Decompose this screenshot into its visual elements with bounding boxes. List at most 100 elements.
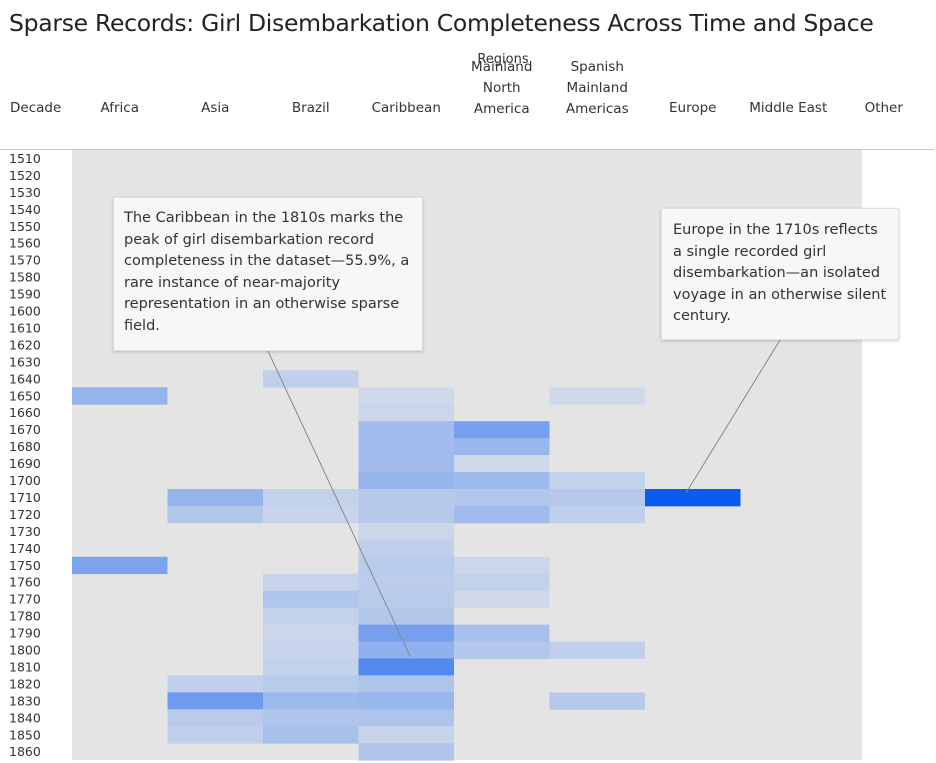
decade-label-1560: 1560 — [9, 236, 41, 251]
heatmap-cell-1800-col2 — [263, 641, 359, 659]
heatmap-cell-1790-col3 — [358, 624, 454, 642]
region-header-3: Caribbean — [359, 98, 455, 119]
heatmap-cell-1710-col4 — [454, 489, 550, 507]
heatmap-cell-1710-col6 — [645, 489, 741, 507]
region-header-2: Brazil — [263, 98, 359, 119]
decade-label-1680: 1680 — [9, 439, 41, 454]
region-header-7: Middle East — [741, 98, 837, 119]
heatmap-cell-1690-col4 — [454, 455, 550, 473]
decade-label-1720: 1720 — [9, 507, 41, 522]
decade-label-1700: 1700 — [9, 473, 41, 488]
heatmap-cell-1740-col3 — [358, 539, 454, 558]
heatmap-cell-1700-col5 — [549, 472, 645, 490]
heatmap-cell-1650-col0 — [72, 387, 168, 405]
decade-label-1540: 1540 — [9, 202, 41, 217]
heatmap-cell-1720-col2 — [263, 505, 359, 524]
heatmap-cell-1760-col2 — [263, 573, 359, 592]
heatmap-cell-1680-col4 — [454, 438, 550, 456]
region-header-line: Other — [864, 100, 903, 116]
region-header-line: Mainland — [566, 80, 628, 96]
region-header-0: Africa — [72, 98, 168, 119]
region-header-6: Europe — [645, 98, 741, 119]
decade-label-1790: 1790 — [9, 626, 41, 641]
heatmap-cell-1860-col3 — [358, 743, 454, 761]
heatmap-cell-1750-col4 — [454, 556, 550, 575]
regions-group-label: Regions — [477, 52, 529, 67]
decade-label-1630: 1630 — [9, 354, 41, 369]
region-header-line: Americas — [565, 101, 629, 117]
decade-label-1590: 1590 — [9, 287, 41, 302]
heatmap-cell-1730-col3 — [358, 522, 454, 541]
heatmap-cell-1770-col3 — [358, 590, 454, 609]
heatmap-cell-1720-col5 — [549, 505, 645, 524]
decade-label-1810: 1810 — [9, 659, 41, 674]
region-header-line: Spanish — [570, 59, 624, 75]
decade-label-1610: 1610 — [9, 320, 41, 335]
decade-label-1530: 1530 — [9, 185, 41, 200]
region-header-5: Spanish Mainland Americas — [550, 57, 646, 120]
heatmap-cell-1710-col1 — [167, 489, 263, 507]
heatmap-cell-1820-col1 — [167, 675, 263, 693]
heatmap-cell-1720-col4 — [454, 505, 550, 524]
chart-title: Sparse Records: Girl Disembarkation Comp… — [9, 9, 874, 37]
heatmap-cell-1670-col4 — [454, 421, 550, 439]
decade-label-1550: 1550 — [9, 219, 41, 234]
heatmap-cell-1850-col1 — [167, 726, 263, 744]
heatmap-cell-1770-col4 — [454, 590, 550, 609]
heatmap-cell-1700-col4 — [454, 472, 550, 490]
decade-label-1860: 1860 — [9, 744, 41, 759]
heatmap-cell-1840-col3 — [358, 709, 454, 727]
heatmap-cell-1830-col5 — [549, 692, 645, 710]
annotation-caribbean-1810: The Caribbean in the 1810s marks the pea… — [113, 197, 423, 351]
heatmap-cell-1680-col3 — [358, 438, 454, 456]
decade-label-1520: 1520 — [9, 168, 41, 183]
heatmap-cell-1710-col3 — [358, 489, 454, 507]
heatmap-cell-1800-col5 — [549, 641, 645, 659]
decade-label-1850: 1850 — [9, 727, 41, 742]
heatmap-cell-1780-col3 — [358, 607, 454, 625]
decade-label-1660: 1660 — [9, 405, 41, 420]
heatmap-cell-1640-col2 — [263, 370, 359, 388]
decade-label-1650: 1650 — [9, 388, 41, 403]
region-header-line: America — [473, 101, 530, 117]
decade-label-1830: 1830 — [9, 693, 41, 708]
heatmap-cell-1820-col2 — [263, 675, 359, 693]
header-divider — [0, 149, 934, 150]
heatmap-cell-1710-col5 — [549, 489, 645, 507]
decade-label-1730: 1730 — [9, 524, 41, 539]
heatmap-cell-1770-col2 — [263, 590, 359, 609]
decade-label-1820: 1820 — [9, 676, 41, 691]
region-header-1: Asia — [168, 98, 264, 119]
heatmap-cell-1720-col3 — [358, 505, 454, 524]
decade-column-header: Decade — [10, 100, 62, 116]
annotation-europe-1710: Europe in the 1710s reflects a single re… — [661, 208, 899, 340]
decade-label-1750: 1750 — [9, 558, 41, 573]
region-header-line: Europe — [669, 100, 717, 116]
heatmap-cell-1820-col3 — [358, 675, 454, 693]
heatmap-cell-1850-col2 — [263, 726, 359, 744]
region-header-line: Middle East — [749, 100, 828, 116]
heatmap-cell-1790-col2 — [263, 624, 359, 642]
decade-label-1840: 1840 — [9, 710, 41, 725]
decade-label-1510: 1510 — [9, 151, 41, 166]
decade-label-1710: 1710 — [9, 490, 41, 505]
decade-label-1800: 1800 — [9, 643, 41, 658]
heatmap-cell-1800-col3 — [358, 641, 454, 659]
decade-label-1640: 1640 — [9, 371, 41, 386]
region-header-line: Brazil — [291, 100, 330, 116]
region-header-8: Other — [836, 98, 932, 119]
decade-label-1690: 1690 — [9, 456, 41, 471]
decade-label-1670: 1670 — [9, 422, 41, 437]
region-header-line: Africa — [100, 100, 139, 116]
heatmap-cell-1720-col1 — [167, 505, 263, 524]
heatmap-cell-1800-col4 — [454, 641, 550, 659]
region-header-line: North — [482, 80, 521, 96]
heatmap-cell-1790-col4 — [454, 624, 550, 642]
heatmap-cell-1760-col4 — [454, 573, 550, 592]
heatmap-cell-1700-col3 — [358, 472, 454, 490]
heatmap-cell-1750-col0 — [72, 556, 168, 575]
heatmap-cell-1710-col2 — [263, 489, 359, 507]
heatmap-cell-1750-col3 — [358, 556, 454, 575]
decade-label-1620: 1620 — [9, 337, 41, 352]
decade-label-1580: 1580 — [9, 270, 41, 285]
